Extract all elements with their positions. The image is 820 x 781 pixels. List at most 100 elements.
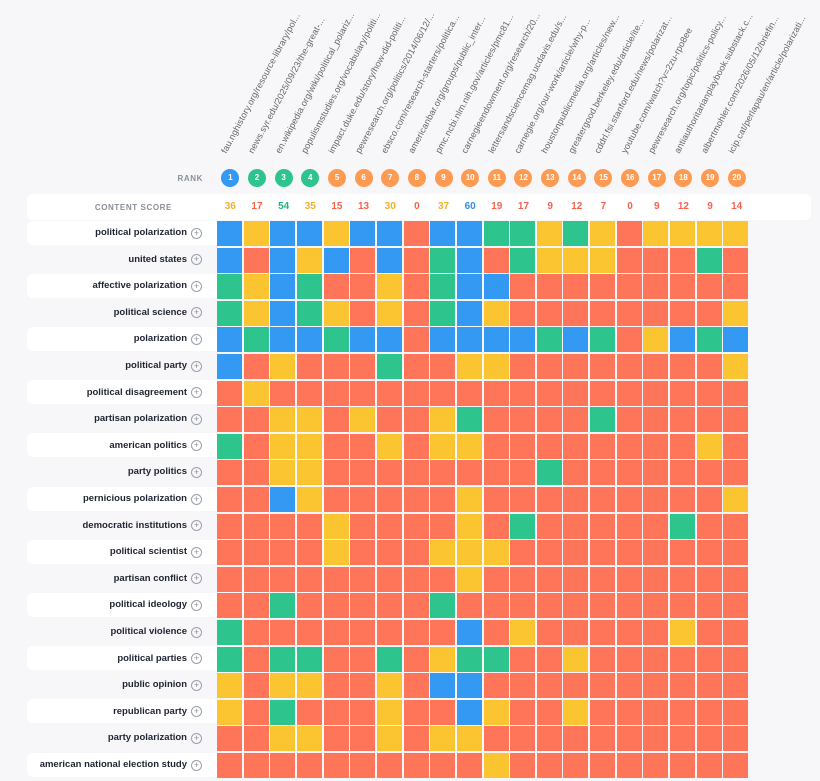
heatmap-cell[interactable]	[536, 513, 562, 539]
heatmap-cell[interactable]	[403, 407, 429, 433]
add-keyword-icon[interactable]: +	[191, 679, 202, 691]
heatmap-cell[interactable]	[643, 327, 669, 353]
heatmap-cell[interactable]	[403, 354, 429, 379]
heatmap-cell[interactable]	[217, 327, 242, 353]
add-keyword-icon[interactable]: +	[191, 387, 202, 399]
add-keyword-icon[interactable]: +	[191, 280, 202, 292]
heatmap-cell[interactable]	[376, 540, 402, 566]
heatmap-cell[interactable]	[243, 540, 269, 566]
heatmap-cell[interactable]	[563, 247, 589, 273]
heatmap-cell[interactable]	[403, 221, 429, 246]
heatmap-cell[interactable]	[350, 726, 376, 752]
heatmap-cell[interactable]	[243, 673, 269, 699]
heatmap-cell[interactable]	[323, 221, 349, 246]
heatmap-cell[interactable]	[670, 300, 696, 326]
heatmap-cell[interactable]	[376, 620, 402, 645]
heatmap-cell[interactable]	[483, 566, 509, 592]
heatmap-cell[interactable]	[456, 460, 482, 486]
heatmap-cell[interactable]	[483, 354, 509, 379]
heatmap-cell[interactable]	[536, 407, 562, 433]
heatmap-cell[interactable]	[536, 460, 562, 486]
heatmap-cell[interactable]	[723, 646, 749, 672]
heatmap-cell[interactable]	[590, 460, 616, 486]
heatmap-cell[interactable]	[350, 540, 376, 566]
heatmap-cell[interactable]	[696, 540, 722, 566]
heatmap-cell[interactable]	[323, 327, 349, 353]
add-keyword-icon[interactable]: +	[191, 546, 202, 558]
heatmap-cell[interactable]	[217, 620, 242, 645]
heatmap-cell[interactable]	[270, 566, 296, 592]
heatmap-cell[interactable]	[483, 753, 509, 778]
heatmap-cell[interactable]	[456, 487, 482, 512]
heatmap-cell[interactable]	[403, 433, 429, 459]
heatmap-cell[interactable]	[376, 460, 402, 486]
heatmap-cell[interactable]	[323, 646, 349, 672]
heatmap-cell[interactable]	[696, 620, 722, 645]
heatmap-cell[interactable]	[270, 699, 296, 725]
heatmap-cell[interactable]	[616, 593, 642, 619]
heatmap-cell[interactable]	[376, 593, 402, 619]
heatmap-cell[interactable]	[643, 407, 669, 433]
heatmap-cell[interactable]	[670, 566, 696, 592]
heatmap-cell[interactable]	[563, 354, 589, 379]
heatmap-cell[interactable]	[616, 300, 642, 326]
heatmap-cell[interactable]	[296, 407, 322, 433]
heatmap-cell[interactable]	[350, 487, 376, 512]
heatmap-cell[interactable]	[323, 566, 349, 592]
heatmap-cell[interactable]	[456, 327, 482, 353]
heatmap-cell[interactable]	[430, 593, 456, 619]
heatmap-cell[interactable]	[696, 593, 722, 619]
heatmap-cell[interactable]	[723, 407, 749, 433]
heatmap-cell[interactable]	[483, 646, 509, 672]
add-keyword-icon[interactable]: +	[191, 360, 202, 372]
heatmap-cell[interactable]	[323, 513, 349, 539]
heatmap-cell[interactable]	[723, 593, 749, 619]
heatmap-cell[interactable]	[670, 513, 696, 539]
heatmap-cell[interactable]	[696, 566, 722, 592]
heatmap-cell[interactable]	[670, 327, 696, 353]
heatmap-cell[interactable]	[270, 460, 296, 486]
heatmap-cell[interactable]	[696, 433, 722, 459]
heatmap-cell[interactable]	[270, 433, 296, 459]
heatmap-cell[interactable]	[456, 433, 482, 459]
add-keyword-icon[interactable]: +	[191, 466, 202, 478]
heatmap-cell[interactable]	[696, 513, 722, 539]
heatmap-cell[interactable]	[563, 699, 589, 725]
heatmap-cell[interactable]	[510, 354, 536, 379]
heatmap-cell[interactable]	[723, 460, 749, 486]
heatmap-cell[interactable]	[563, 407, 589, 433]
heatmap-cell[interactable]	[536, 540, 562, 566]
add-keyword-icon[interactable]: +	[191, 493, 202, 505]
heatmap-cell[interactable]	[270, 380, 296, 406]
heatmap-cell[interactable]	[510, 247, 536, 273]
heatmap-cell[interactable]	[510, 407, 536, 433]
heatmap-cell[interactable]	[590, 487, 616, 512]
heatmap-cell[interactable]	[376, 380, 402, 406]
heatmap-cell[interactable]	[456, 247, 482, 273]
add-keyword-icon[interactable]: +	[191, 440, 202, 452]
heatmap-cell[interactable]	[483, 540, 509, 566]
heatmap-cell[interactable]	[696, 327, 722, 353]
heatmap-cell[interactable]	[483, 274, 509, 300]
heatmap-cell[interactable]	[243, 646, 269, 672]
heatmap-cell[interactable]	[616, 354, 642, 379]
heatmap-cell[interactable]	[616, 380, 642, 406]
heatmap-cell[interactable]	[430, 407, 456, 433]
heatmap-cell[interactable]	[217, 646, 242, 672]
heatmap-cell[interactable]	[483, 726, 509, 752]
heatmap-cell[interactable]	[590, 566, 616, 592]
heatmap-cell[interactable]	[590, 513, 616, 539]
heatmap-cell[interactable]	[590, 300, 616, 326]
add-keyword-icon[interactable]: +	[191, 227, 202, 239]
heatmap-cell[interactable]	[296, 327, 322, 353]
heatmap-cell[interactable]	[643, 540, 669, 566]
heatmap-cell[interactable]	[456, 274, 482, 300]
add-keyword-icon[interactable]: +	[191, 333, 202, 345]
heatmap-cell[interactable]	[456, 673, 482, 699]
heatmap-cell[interactable]	[217, 221, 242, 246]
heatmap-cell[interactable]	[643, 247, 669, 273]
heatmap-cell[interactable]	[323, 380, 349, 406]
heatmap-cell[interactable]	[643, 433, 669, 459]
heatmap-cell[interactable]	[616, 407, 642, 433]
heatmap-cell[interactable]	[296, 646, 322, 672]
